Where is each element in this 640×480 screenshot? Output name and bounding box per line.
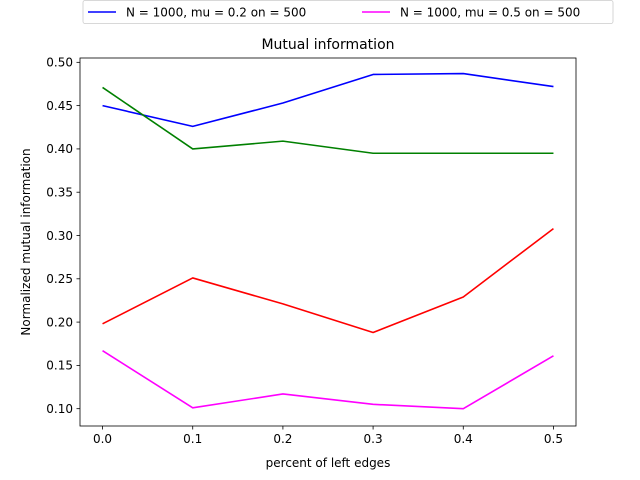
x-tick-label: 0.2 <box>273 432 292 446</box>
x-tick-label: 0.5 <box>544 432 563 446</box>
x-tick-label: 0.3 <box>364 432 383 446</box>
series-layer <box>102 72 554 410</box>
series-line-1 <box>102 72 554 128</box>
y-tick-label: 0.25 <box>46 272 73 286</box>
x-axis: 0.0 0.1 0.2 0.3 0.4 0.5 <box>93 426 563 446</box>
y-tick-label: 0.15 <box>46 359 73 373</box>
x-tick-label: 0.4 <box>454 432 473 446</box>
series-line-4 <box>102 349 554 410</box>
y-tick-label: 0.20 <box>46 315 73 329</box>
x-axis-label: percent of left edges <box>266 456 391 470</box>
series-line-3 <box>102 227 554 334</box>
series-line-2 <box>102 86 554 155</box>
y-tick-label: 0.35 <box>46 186 73 200</box>
y-tick-label: 0.40 <box>46 142 73 156</box>
y-tick-label: 0.10 <box>46 402 73 416</box>
x-tick-label: 0.0 <box>93 432 112 446</box>
y-axis: 0.10 0.15 0.20 0.25 0.30 0.35 0.40 0.45 0.50 <box>46 56 80 416</box>
legend: N = 1000, mu = 0.2 on = 500 N = 1000, mu … <box>82 0 614 24</box>
legend-box <box>82 0 614 24</box>
legend-label: N = 1000, mu = 0.2 on = 500 <box>126 6 306 20</box>
y-tick-label: 0.30 <box>46 229 73 243</box>
legend-label: N = 1000, mu = 0.5 on = 500 <box>400 6 580 20</box>
y-axis-label: Normalized mutual information <box>19 148 33 335</box>
plot-frame <box>79 57 577 427</box>
chart-title: Mutual information <box>261 37 394 53</box>
y-tick-label: 0.45 <box>46 99 73 113</box>
y-tick-label: 0.50 <box>46 56 73 70</box>
x-tick-label: 0.1 <box>183 432 202 446</box>
